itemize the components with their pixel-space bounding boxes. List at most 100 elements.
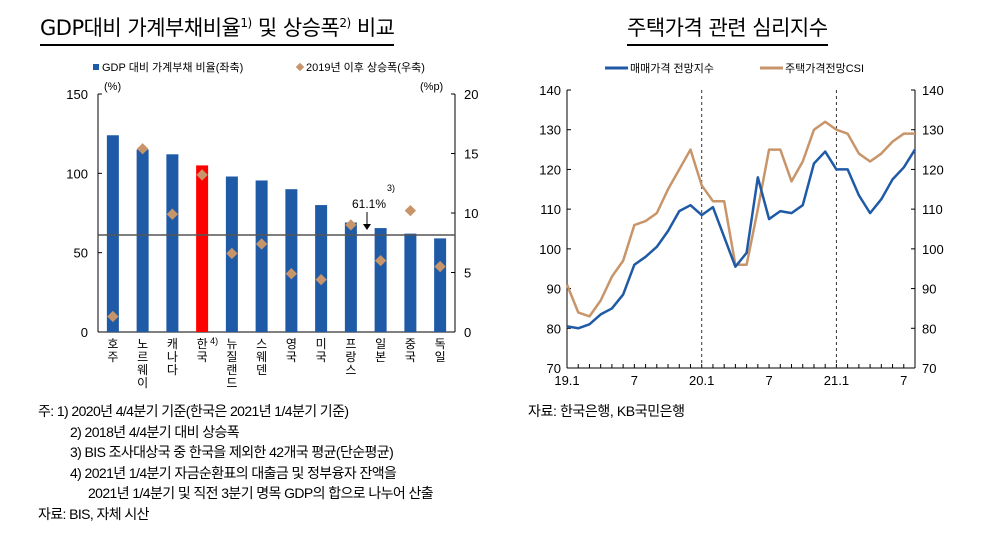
category-label-char: 웨 — [256, 350, 267, 364]
category-label-char: 미 — [316, 337, 327, 351]
right-tick-label: 10 — [464, 206, 478, 221]
line-right-tick-label: 80 — [922, 321, 936, 336]
note-3: 3) BIS 조사대상국 중 한국을 제외한 42개국 평균(단순평균) — [70, 444, 394, 460]
line-right-tick-label: 120 — [922, 162, 944, 177]
category-label-char: 한 — [197, 337, 208, 351]
line-x-tick-label: 21.1 — [824, 373, 849, 388]
right-source: 자료: 한국은행, KB국민은행 — [528, 403, 685, 419]
category-label-char: 랑 — [345, 350, 356, 364]
left-tick-label: 100 — [66, 166, 88, 181]
category-label-char: 이 — [137, 376, 148, 390]
right-axis-unit: (%p) — [420, 81, 443, 93]
category-label-char: 덴 — [256, 363, 267, 377]
line-right-tick-label: 90 — [922, 282, 936, 297]
series-line-1 — [566, 148, 917, 330]
reference-label: 61.1% — [352, 197, 386, 211]
line-right-tick-label: 110 — [922, 202, 943, 217]
diamond-스웨덴 — [255, 238, 268, 250]
legend-line-label-1: 매매가격 전망지수 — [630, 62, 714, 75]
category-label-char: 독 — [435, 337, 446, 351]
category-label-char: 노 — [137, 337, 148, 351]
diamond-독일 — [434, 260, 446, 273]
legend-diamond-label: 2019년 이후 상승폭(우축) — [306, 61, 425, 74]
title-sup1: 1) — [240, 16, 252, 30]
diamond-캐나다 — [166, 208, 179, 220]
right-tick-label: 15 — [464, 147, 478, 162]
line-right-tick-label: 100 — [922, 242, 944, 257]
right-tick-label: 0 — [464, 325, 471, 340]
right-tick-label: 20 — [464, 87, 478, 102]
category-label-char: 랜 — [226, 363, 237, 377]
line-left-tick-label: 80 — [547, 321, 561, 336]
left-chart-title: GDP대비 가계부채비율1) 및 상승폭2) 비교 — [40, 12, 395, 46]
diamond-노르웨이 — [136, 143, 149, 155]
bar-한국 — [196, 165, 209, 332]
bar-스웨덴 — [255, 180, 268, 332]
line-left-tick-label: 140 — [539, 83, 561, 98]
legend-bar-label: GDP 대비 가계부채 비율(좌축) — [102, 61, 243, 74]
left-tick-label: 150 — [66, 87, 88, 102]
note-1: 주: 1) 2020년 4/4분기 기준(한국은 2021년 1/4분기 기준) — [38, 403, 349, 419]
category-label-char: 본 — [375, 350, 386, 364]
category-label-char: 일 — [375, 337, 386, 351]
category-label-char: 일 — [435, 350, 446, 364]
legend-bar-swatch — [93, 64, 99, 70]
bar-독일 — [434, 238, 447, 332]
line-left-tick-label: 130 — [539, 123, 561, 138]
diamond-일본 — [374, 254, 387, 267]
category-label-char: 프 — [345, 337, 356, 351]
category-label-char: 국 — [197, 350, 208, 364]
diamond-프랑스 — [345, 219, 357, 231]
left-source: 자료: BIS, 자체 시산 — [38, 505, 150, 522]
left-axis-unit: (%) — [104, 81, 121, 93]
line-x-tick-label: 7 — [765, 373, 772, 388]
bar-호주 — [106, 135, 119, 332]
category-label-char: 국 — [405, 350, 416, 364]
category-label-char: 다 — [167, 363, 178, 377]
diamond-미국 — [315, 273, 327, 286]
category-label-char: 주 — [107, 350, 118, 364]
category-label-char: 르 — [137, 350, 148, 364]
category-label-char: 국 — [316, 350, 327, 364]
left-tick-label: 50 — [74, 246, 88, 261]
diamond-중국 — [404, 204, 417, 217]
category-label-char: 호 — [107, 337, 118, 351]
title-end: 비교 — [350, 16, 395, 40]
line-left-tick-label: 100 — [539, 242, 561, 257]
category-label-char: 캐 — [167, 337, 178, 351]
reference-arrowhead — [363, 224, 371, 230]
line-x-tick-label: 7 — [631, 373, 638, 388]
diamond-한국 — [196, 169, 208, 181]
line-right-tick-label: 140 — [922, 83, 944, 98]
series-line-2 — [565, 120, 915, 318]
line-x-tick-label: 20.1 — [689, 373, 714, 388]
note-4: 4) 2021년 1/4분기 자금순환표의 대출금 및 정부융자 잔액을 — [70, 464, 397, 481]
legend-line-label-2: 주택가격전망CSI — [785, 62, 864, 75]
line-x-tick-label: 19.1 — [554, 373, 579, 388]
title-main: GDP대비 가계부채비율 — [40, 16, 241, 40]
title-sup2: 2) — [339, 16, 351, 30]
right-chart-title: 주택가격 관련 심리지수 — [627, 12, 828, 46]
bar-중국 — [404, 233, 417, 332]
category-label-char: 중 — [405, 337, 416, 351]
line-left-tick-label: 120 — [539, 162, 561, 177]
diamond-영국 — [285, 268, 298, 280]
line-left-tick-label: 90 — [547, 282, 561, 297]
category-label-char: 웨 — [137, 363, 148, 377]
category-label-char: 스 — [345, 363, 356, 377]
bar-노르웨이 — [136, 149, 149, 332]
note-4-cont: 2021년 1/4분기 및 직전 3분기 명목 GDP의 합으로 나누어 산출 — [88, 485, 434, 501]
line-left-tick-label: 70 — [547, 361, 561, 376]
reference-note: 3) — [387, 183, 395, 193]
legend-diamond-swatch — [295, 62, 305, 72]
line-x-tick-label: 7 — [900, 373, 907, 388]
category-label-char: 드 — [226, 376, 237, 390]
right-tick-label: 5 — [464, 266, 471, 281]
line-right-tick-label: 70 — [922, 361, 936, 376]
bar-프랑스 — [344, 222, 357, 332]
category-label-char: 영 — [286, 337, 297, 351]
category-label-char: 국 — [286, 350, 297, 364]
category-label-char: 뉴 — [226, 337, 237, 351]
line-right-tick-label: 130 — [922, 123, 944, 138]
category-label-char: 스 — [256, 337, 267, 351]
